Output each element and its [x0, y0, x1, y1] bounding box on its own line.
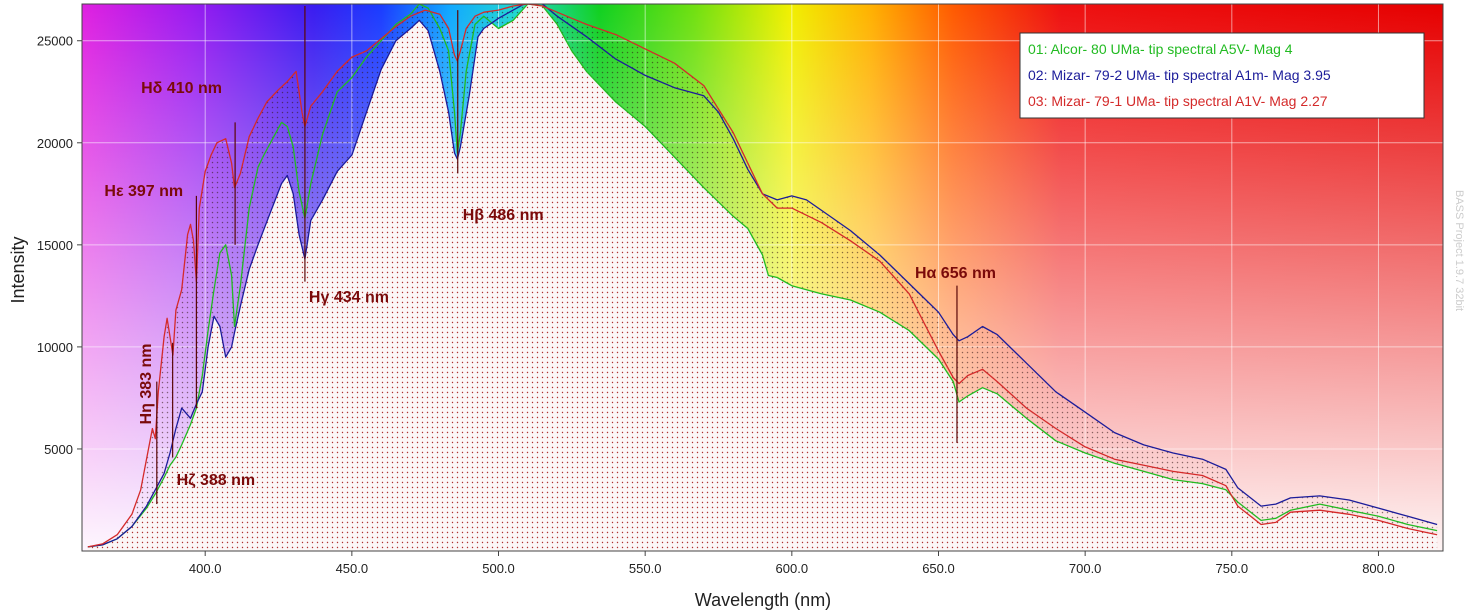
series-line-mizar-b	[87, 4, 1438, 548]
x-tick-label: 650.0	[922, 561, 955, 576]
x-tick-label: 600.0	[776, 561, 809, 576]
x-tick-label: 750.0	[1216, 561, 1249, 576]
legend: 01: Alcor- 80 UMa- tip spectral A5V- Mag…	[1019, 32, 1425, 119]
spectral-line-label: Hδ 410 nm	[141, 80, 222, 97]
spectral-line-label: Hε 397 nm	[104, 183, 183, 200]
x-axis-ticks: 400.0 450.0 500.0 550.0 600.0 650.0 700.0 750.0…	[189, 551, 1395, 576]
spectral-line-label: Hγ 434 nm	[309, 289, 389, 306]
spectral-line-label: Hα 656 nm	[915, 265, 996, 282]
line-annotations: Hα 656 nm Hβ 486 nm Hγ 434 nm Hδ 410 nm Hε 3…	[104, 6, 996, 505]
x-tick-label: 800.0	[1362, 561, 1395, 576]
under-curve-fill	[87, 4, 1438, 551]
x-tick-label: 500.0	[482, 561, 515, 576]
series-line-alcor	[87, 4, 1438, 548]
legend-entry-alcor: 01: Alcor- 80 UMa- tip spectral A5V- Mag…	[1028, 41, 1293, 57]
watermark: BASS Project 1.9.7 32bit	[1453, 190, 1465, 311]
y-tick-label: 10000	[37, 340, 73, 355]
x-axis-title: Wavelength (nm)	[695, 590, 831, 610]
series-line-mizar-a	[87, 4, 1438, 548]
y-axis-ticks: 5000 10000 15000 20000 25000	[37, 34, 82, 457]
y-tick-label: 5000	[44, 442, 73, 457]
series-lines	[87, 4, 1438, 548]
y-tick-label: 20000	[37, 136, 73, 151]
y-tick-label: 25000	[37, 34, 73, 49]
spectral-line-label: Hβ 486 nm	[463, 207, 544, 224]
legend-entry-mizar-a: 03: Mizar- 79-1 UMa- tip spectral A1V- M…	[1028, 93, 1328, 109]
y-tick-label: 15000	[37, 238, 73, 253]
x-tick-label: 700.0	[1069, 561, 1102, 576]
legend-box	[1019, 32, 1425, 119]
legend-entry-mizar-b: 02: Mizar- 79-2 UMa- tip spectral A1m- M…	[1028, 67, 1331, 83]
x-tick-label: 550.0	[629, 561, 662, 576]
x-tick-label: 400.0	[189, 561, 222, 576]
x-tick-label: 450.0	[336, 561, 369, 576]
spectral-line-label: Hη 383 nm	[138, 344, 155, 425]
y-axis-title: Intensity	[8, 236, 28, 303]
plot-border	[81, 3, 1444, 552]
spectral-line-label: Hζ 388 nm	[177, 472, 256, 489]
